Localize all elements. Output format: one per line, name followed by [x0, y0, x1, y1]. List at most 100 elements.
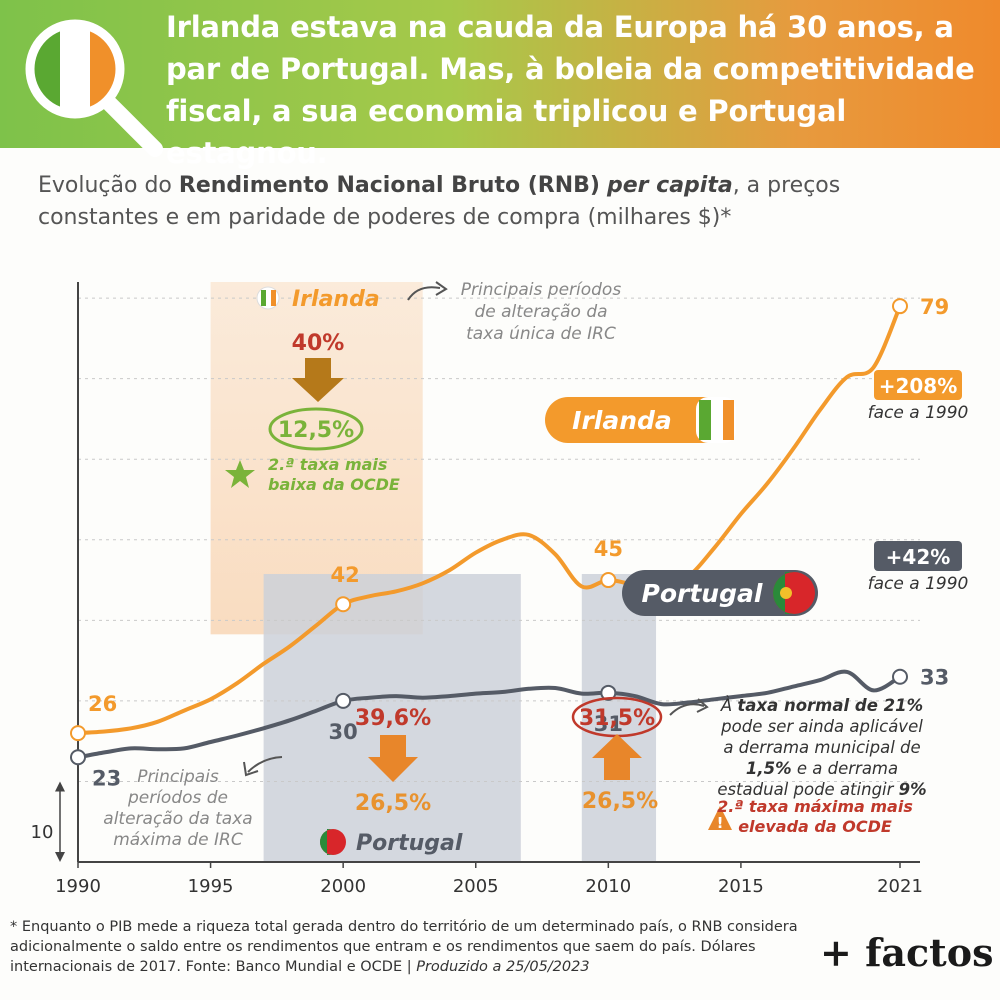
portugal-point [335, 692, 352, 709]
chart-subtitle: Evolução do Rendimento Nacional Bruto (R… [38, 170, 938, 234]
portugal-change-badge [874, 541, 962, 571]
portugal-change-value: +42% [886, 545, 951, 569]
axis-layer: 10 1990 1995 2000 2005 2010 2015 2021 [31, 282, 923, 897]
headline: Irlanda estava na cauda da Europa há 30 … [166, 10, 975, 170]
portugal-period-note-line: períodos de [127, 788, 228, 808]
portugal-period-note-line: Principais [137, 767, 219, 787]
portugal-point-label: 31 [594, 712, 623, 736]
ireland-period-note-line: de alteração da [474, 302, 607, 322]
portugal-rule-arrowhead [696, 698, 709, 713]
portugal-irc-band-2 [581, 574, 657, 862]
footnote-text: * Enquanto o PIB mede a riqueza total ge… [10, 919, 798, 975]
scale-arrow-up [55, 781, 65, 792]
portugal-period-note-line: alteração da taxa [103, 809, 252, 829]
portugal-flag-small-green [320, 829, 333, 855]
portugal-note-arrow [247, 756, 283, 773]
ireland-point [600, 572, 617, 589]
ireland-rate-circle [268, 407, 364, 451]
portugal-note-arrowhead [243, 761, 259, 777]
ireland-flag-green [699, 400, 711, 440]
ireland-rank-line2: baixa da OCDE [268, 475, 400, 494]
portugal-period-note-line: máxima de IRC [113, 830, 243, 850]
portugal-rule-note-part: 9% [899, 780, 927, 799]
x-tick-label: 2000 [320, 876, 366, 897]
ireland-pill-label: Irlanda [572, 406, 672, 435]
ireland-change-note: face a 1990 [868, 403, 969, 423]
ireland-flag-orange [723, 400, 734, 440]
portugal-point-label: 30 [329, 720, 358, 744]
footnote: * Enquanto o PIB mede a riqueza total ge… [10, 917, 820, 977]
portugal-rule-note-part: pode ser ainda aplicável [720, 717, 923, 736]
portugal-pill-label: Portugal [642, 579, 763, 608]
ireland-flag-white [711, 400, 723, 440]
portugal-rule-note-part: 1,5% [746, 759, 792, 778]
ireland-note-arrow [407, 286, 441, 301]
portugal-rule-arrow [669, 703, 705, 716]
ireland-point-label: 79 [920, 295, 949, 319]
ireland-change-value: +208% [879, 374, 958, 398]
ireland-band-title: Irlanda [292, 287, 380, 312]
warning-icon-mark: ! [717, 814, 724, 832]
ireland-rank-line1: 2.ª taxa mais [268, 455, 387, 474]
portugal-rule-note-line: pode ser ainda aplicável [720, 717, 923, 736]
ireland-point-label: 42 [331, 563, 360, 587]
portugal-down-arrow-icon [368, 735, 418, 782]
portugal-point-label: 23 [92, 766, 121, 790]
scale-arrow-down [55, 852, 65, 862]
magnifier-ireland-flag-icon [25, 19, 163, 157]
portugal-point [70, 749, 86, 766]
portugal-point [892, 668, 908, 685]
ireland-period-note-line: Principais períodos [461, 280, 622, 300]
portugal-irc-band-1 [263, 574, 521, 862]
header-banner [0, 0, 1000, 148]
subtitle-bold: Rendimento Nacional Bruto (RNB) [178, 173, 600, 198]
warning-icon [708, 806, 732, 830]
annotation-layer: Irlanda Portugal +208% face a 1990 +42% face … [103, 280, 968, 856]
ireland-rate-to: 12,5% [278, 418, 354, 443]
subtitle-part2: , a preços constantes e em paridade de p… [38, 173, 841, 230]
portugal-rate2-to: 31,5% [579, 706, 655, 731]
portugal-rate2-from: 26,5% [582, 789, 658, 814]
x-tick-label: 1990 [55, 876, 101, 897]
bands-layer [210, 282, 657, 862]
brand-logo: + factos [820, 930, 994, 975]
portugal-rule-note-line: À taxa normal de 21% [720, 696, 923, 715]
portugal-line [76, 669, 902, 760]
x-tick-label: 2021 [877, 876, 923, 897]
ireland-rate-from: 40% [292, 331, 345, 356]
ireland-note-arrowhead [435, 281, 448, 296]
ireland-flag-small-green [261, 290, 266, 306]
portugal-rule-note-part: e a derrama [792, 759, 899, 778]
star-icon [225, 460, 255, 488]
portugal-point-label: 33 [920, 666, 949, 690]
ireland-period-note-line: taxa única de IRC [466, 324, 616, 344]
scale-label: 10 [31, 822, 54, 843]
portugal-rule-note-part: taxa normal de 21% [737, 696, 923, 715]
ireland-line [76, 304, 902, 736]
ireland-point-label: 26 [88, 692, 117, 716]
ireland-flag-small-orange [271, 290, 276, 306]
x-tick-label: 1995 [188, 876, 234, 897]
ireland-point [70, 725, 86, 742]
x-tick-label: 2005 [453, 876, 499, 897]
ireland-point [892, 298, 908, 315]
x-tick-label: 2015 [718, 876, 764, 897]
portugal-flag-shield [780, 587, 792, 599]
portugal-rank-line1: 2.ª taxa máxima mais [717, 797, 913, 816]
portugal-rule-note-line: a derrama municipal de [723, 738, 920, 757]
ireland-down-arrow-icon [292, 358, 344, 402]
portugal-band-title: Portugal [356, 831, 463, 856]
ireland-pill [545, 397, 735, 443]
portugal-rule-note-part: À [720, 696, 738, 715]
portugal-point [600, 684, 617, 701]
portugal-up-arrow-icon [592, 734, 642, 780]
portugal-rank-line2: elevada da OCDE [738, 817, 892, 836]
lines-layer: 26 42 45 79 23 30 31 33 [70, 295, 949, 790]
portugal-rule-note-part: estadual pode atingir [717, 780, 898, 799]
subtitle-part1: Evolução do [38, 173, 179, 198]
ireland-point-label: 45 [594, 537, 623, 561]
ireland-point [335, 596, 352, 613]
ireland-change-badge [874, 370, 962, 400]
portugal-rule-note-part: a derrama municipal de [723, 738, 920, 757]
portugal-pill [622, 570, 818, 616]
